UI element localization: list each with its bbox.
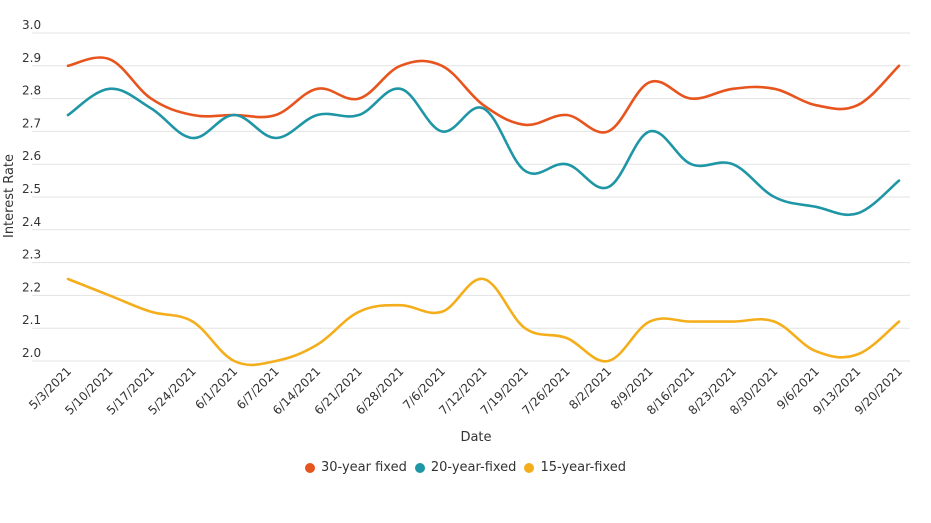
legend-label: 15-year-fixed bbox=[540, 460, 627, 475]
x-tick-label: 8/2/2021 bbox=[566, 364, 614, 412]
y-tick-label: 3.0 bbox=[22, 18, 41, 32]
line-chart: 2.0 2.1 2.2 2.3 2.4 2.5 2.6 2.7 2.8 2.9 3.0 5/3/20… bbox=[2, 18, 910, 445]
legend-label: 20-year-fixed bbox=[430, 460, 517, 475]
legend-marker-icon bbox=[414, 462, 425, 473]
legend-item-20-year-fixed: 20-year-fixed bbox=[414, 460, 517, 475]
y-tick-label: 2.2 bbox=[22, 280, 41, 294]
y-tick-label: 2.6 bbox=[22, 149, 41, 163]
y-tick-label: 2.7 bbox=[22, 116, 41, 130]
series-line-30-year-fixed bbox=[66, 56, 901, 134]
y-tick-label: 2.5 bbox=[22, 182, 41, 196]
y-tick-label: 2.8 bbox=[22, 84, 41, 98]
x-axis-ticks: 5/3/20215/10/20215/17/20215/24/20216/1/2… bbox=[26, 364, 905, 417]
gridlines bbox=[32, 32, 910, 362]
legend-item-15-year-fixed: 15-year-fixed bbox=[524, 460, 626, 475]
y-tick-label: 2.4 bbox=[22, 215, 41, 229]
x-axis-label: Date bbox=[460, 430, 491, 445]
y-tick-label: 2.1 bbox=[22, 313, 41, 327]
y-axis-ticks: 2.0 2.1 2.2 2.3 2.4 2.5 2.6 2.7 2.8 2.9 3.0 bbox=[22, 18, 41, 360]
legend-label: 30-year fixed bbox=[320, 460, 407, 475]
legend: 30-year fixed 20-year-fixed 15-year-fixed bbox=[0, 460, 931, 477]
legend-marker-icon bbox=[304, 462, 315, 473]
y-axis-label: Interest Rate bbox=[2, 154, 17, 238]
legend-item-30-year-fixed: 30-year fixed bbox=[304, 460, 407, 475]
y-tick-label: 2.9 bbox=[22, 51, 41, 65]
series-line-15-year-fixed bbox=[66, 277, 901, 367]
series-line-20-year-fixed bbox=[66, 87, 901, 217]
y-tick-label: 2.0 bbox=[22, 346, 41, 360]
y-tick-label: 2.3 bbox=[22, 248, 41, 262]
legend-marker-icon bbox=[524, 462, 535, 473]
x-tick-label: 6/1/2021 bbox=[192, 364, 240, 412]
series-lines bbox=[66, 56, 901, 367]
